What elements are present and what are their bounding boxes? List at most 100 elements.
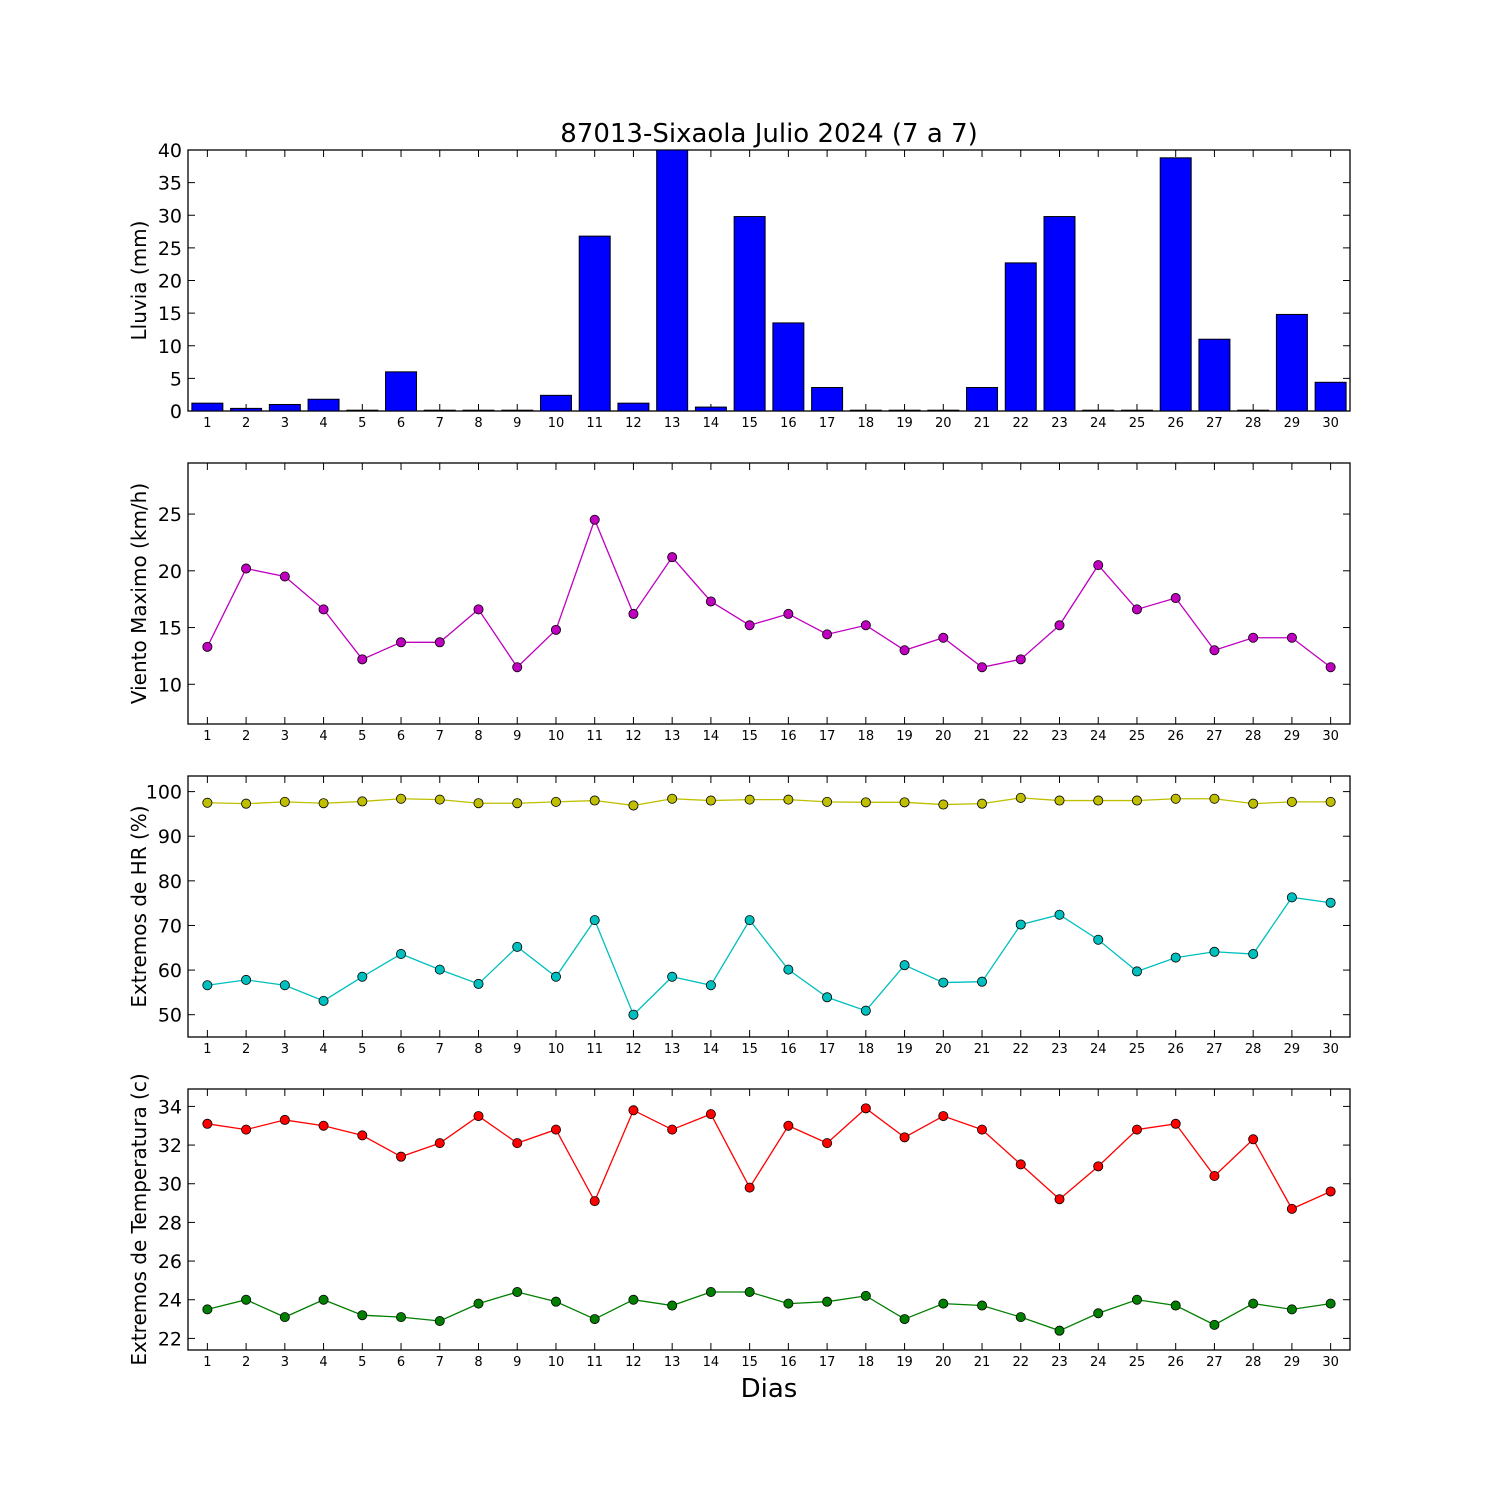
x-tick-label: 20 [935,729,952,744]
x-tick-label: 27 [1206,1042,1223,1057]
data-point [1325,796,1336,807]
x-tick-label: 21 [974,416,991,431]
data-point [396,793,407,804]
data-point [977,662,988,673]
x-tick-label: 15 [741,416,758,431]
x-tick-label: 11 [586,1042,603,1057]
x-tick-label: 4 [319,416,327,431]
series-line [207,896,1331,1016]
data-point [1286,632,1297,643]
bar [501,409,534,412]
data-point [202,641,213,652]
data-point [822,629,833,640]
bar [1159,157,1192,412]
data-point [977,1124,988,1135]
data-point [1170,1118,1181,1129]
data-point [512,1287,523,1298]
data-point [899,1132,910,1143]
x-tick-label: 7 [436,416,444,431]
bar [849,409,882,412]
bar [1198,338,1231,412]
data-point [279,1114,290,1125]
x-tick-label: 8 [474,1355,482,1370]
data-point [589,795,600,806]
x-tick-label: 4 [319,729,327,744]
x-tick-label: 28 [1245,729,1262,744]
data-point [628,1105,639,1116]
data-point [1093,1308,1104,1319]
x-tick-label: 12 [625,416,642,431]
data-point [1286,796,1297,807]
data-point [938,632,949,643]
data-point [1015,792,1026,803]
bar [1314,381,1347,412]
x-tick-label: 11 [586,729,603,744]
y-tick-label: 34 [158,1096,182,1118]
x-tick-label: 6 [397,416,405,431]
data-point [1286,1203,1297,1214]
data-point [473,798,484,809]
data-point [783,964,794,975]
x-tick-label: 17 [819,416,836,431]
y-tick-label: 24 [158,1290,182,1312]
y-tick-label: 40 [158,140,182,162]
x-tick-label: 17 [819,1042,836,1057]
data-point [550,1124,561,1135]
y-tick-label: 0 [170,401,182,423]
x-tick-label: 19 [896,1355,913,1370]
x-tick-label: 3 [281,1042,289,1057]
x-tick-label: 21 [974,1355,991,1370]
data-point [1209,946,1220,957]
data-point [318,1294,329,1305]
x-tick-label: 27 [1206,729,1223,744]
x-tick-label: 24 [1090,416,1107,431]
data-point [202,797,213,808]
data-point [1054,1194,1065,1205]
data-point [1131,1124,1142,1135]
x-tick-label: 7 [436,1042,444,1057]
y-tick-label: 15 [158,303,182,325]
data-point [318,1120,329,1131]
y-tick-label: 35 [158,173,182,195]
y-tick-label: 50 [158,1005,182,1027]
data-point [512,1138,523,1149]
data-point [860,1290,871,1301]
data-point [744,1182,755,1193]
data-point [473,604,484,615]
x-tick-label: 12 [625,1042,642,1057]
data-point [977,1300,988,1311]
data-point [279,571,290,582]
bar [966,387,999,412]
data-point [1248,798,1259,809]
x-tick-label: 28 [1245,416,1262,431]
bar [539,394,572,412]
data-point [241,974,252,985]
data-point [1248,632,1259,643]
data-point [589,915,600,926]
data-point [744,620,755,631]
data-point [822,1296,833,1307]
data-point [1015,654,1026,665]
data-point [1170,593,1181,604]
bar [1120,409,1153,412]
x-tick-label: 30 [1322,1355,1339,1370]
bar [656,149,689,412]
x-tick-label: 3 [281,416,289,431]
data-point [628,800,639,811]
bar [268,403,301,412]
data-point [512,662,523,673]
x-tick-label: 9 [513,416,521,431]
y-tick-label: 20 [158,271,182,293]
x-tick-label: 7 [436,1355,444,1370]
data-point [977,976,988,987]
x-tick-label: 14 [703,416,720,431]
data-point [860,797,871,808]
data-point [1325,662,1336,673]
x-tick-label: 26 [1167,416,1184,431]
x-tick-label: 12 [625,729,642,744]
data-point [1131,1294,1142,1305]
